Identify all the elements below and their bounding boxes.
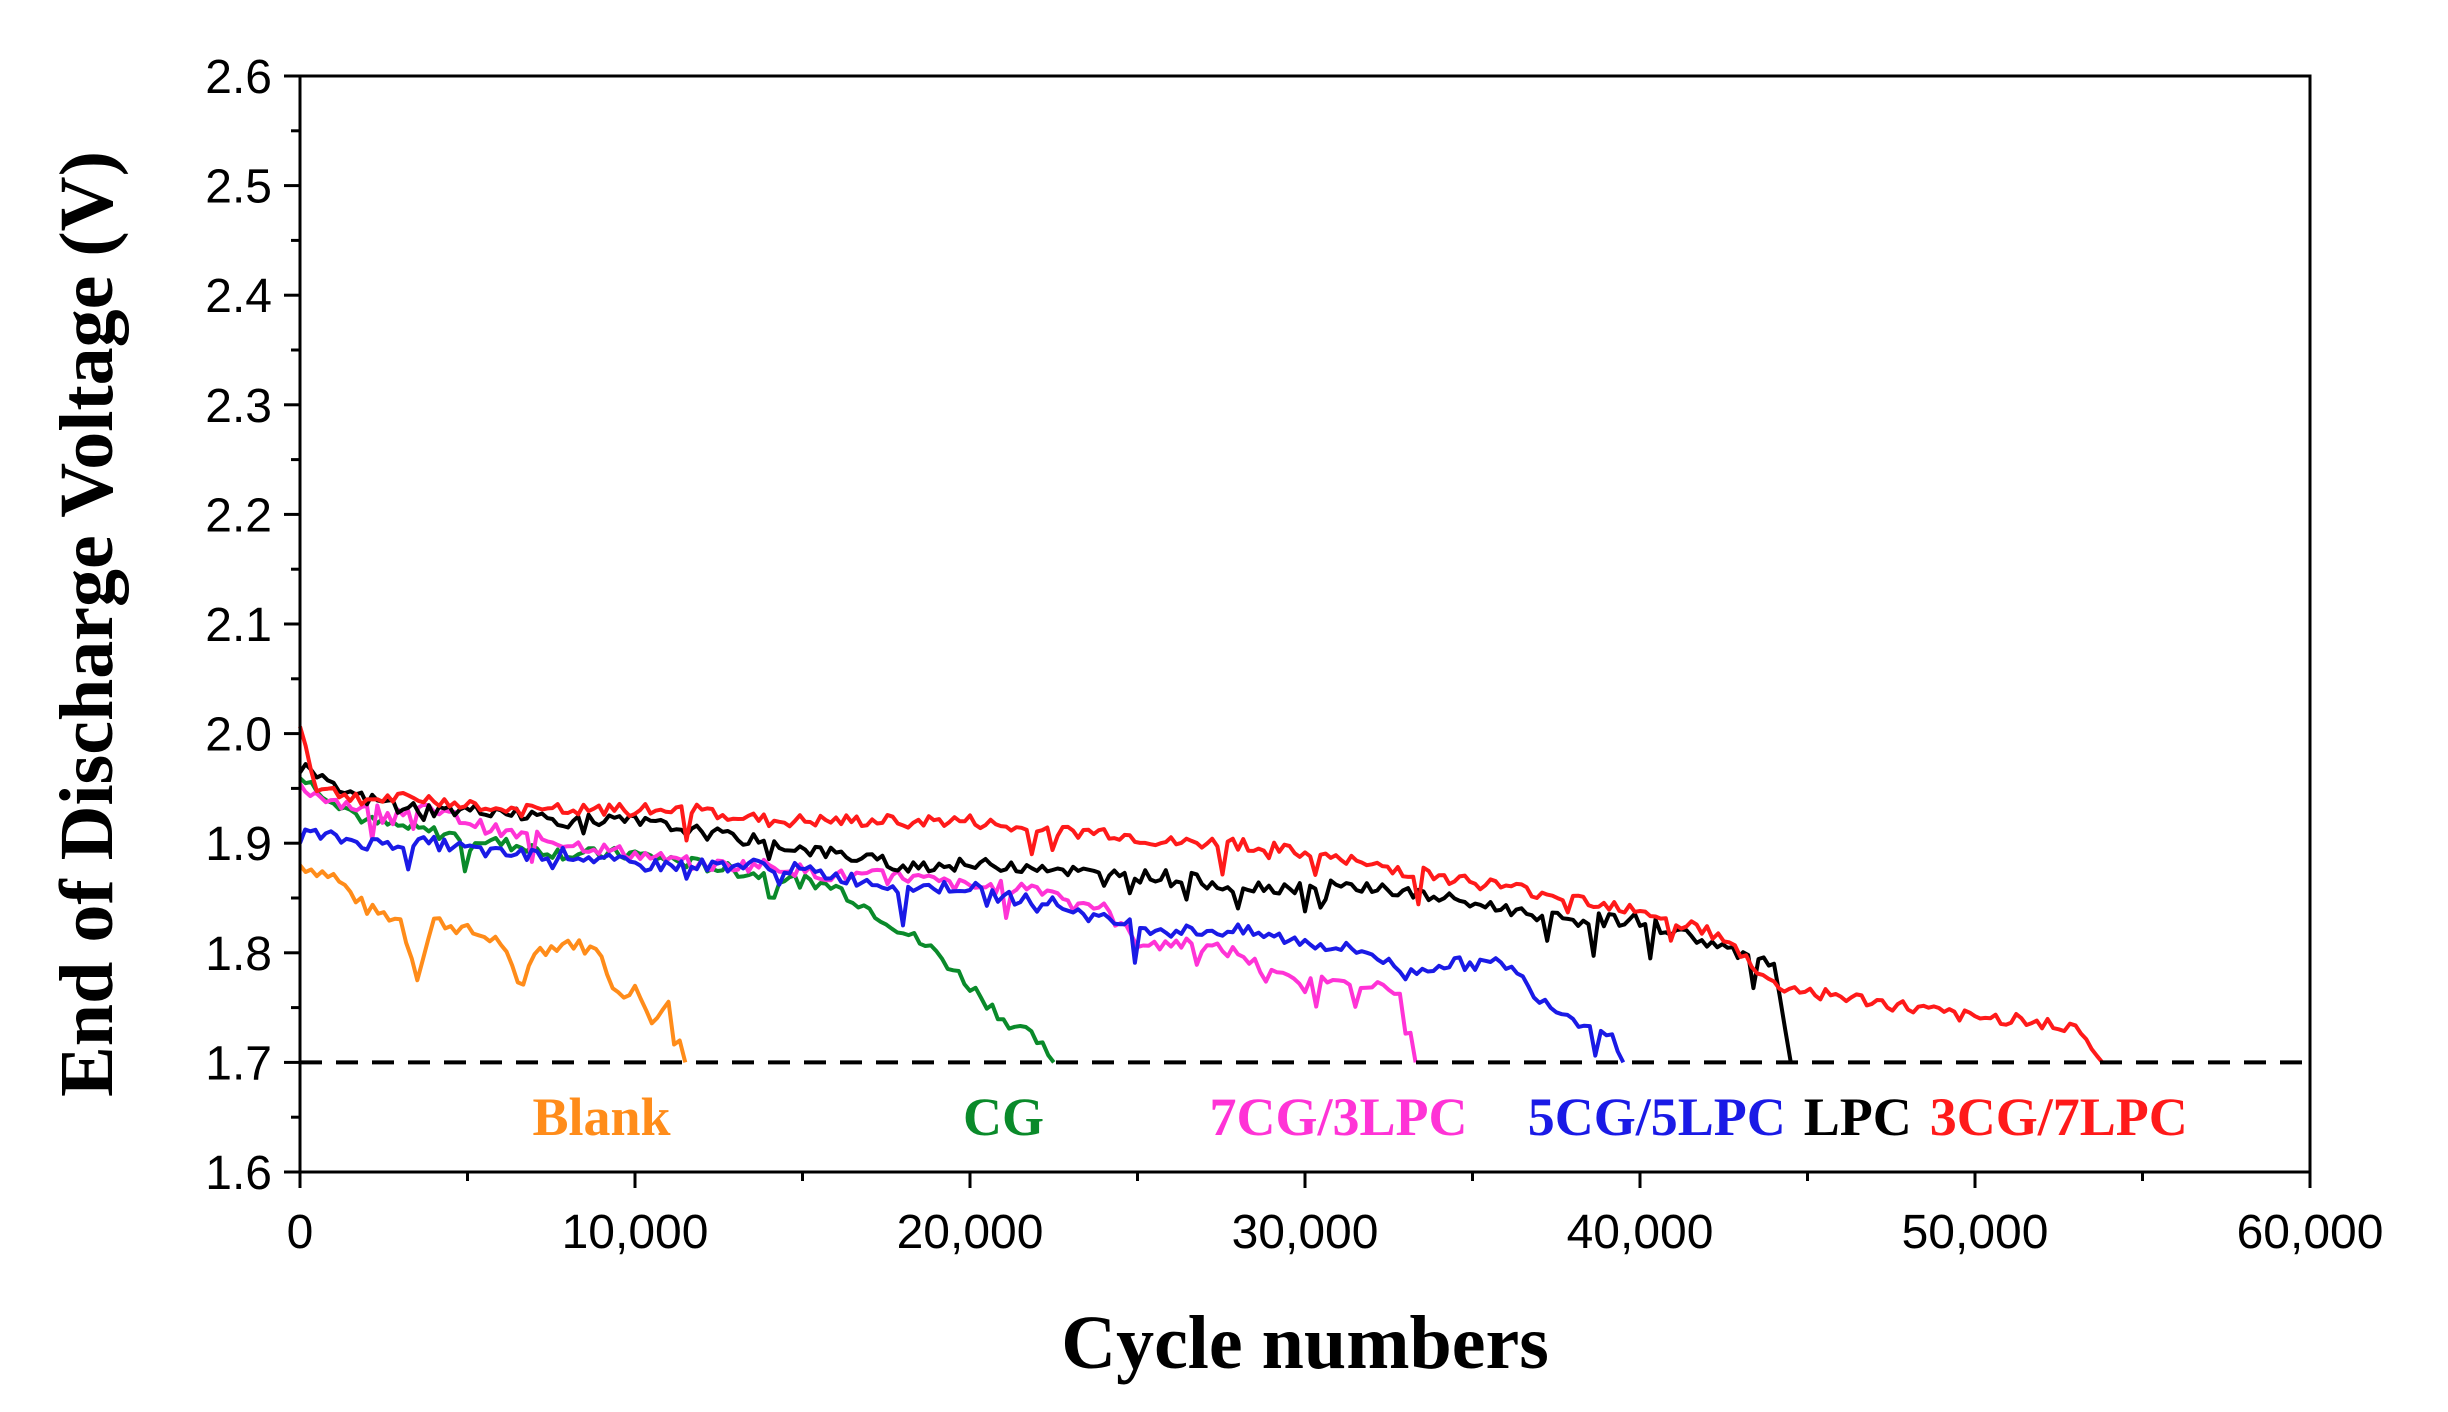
- series-label-lpc: LPC: [1804, 1087, 1912, 1147]
- series-line-3cg-7lpc: [298, 725, 2104, 1064]
- y-tick-label: 2.2: [205, 489, 272, 542]
- series-label-5cg-5lpc: 5CG/5LPC: [1528, 1087, 1786, 1147]
- series-label-3cg-7lpc: 3CG/7LPC: [1930, 1087, 2188, 1147]
- series-labels: Blank CG 7CG/3LPC 5CG/5LPC LPC 3CG/7LPC: [532, 1087, 2187, 1147]
- x-tick-label: 60,000: [2237, 1206, 2384, 1259]
- plot-area: [300, 76, 2310, 1172]
- x-tick-label: 10,000: [562, 1206, 709, 1259]
- series-label-cg: CG: [963, 1087, 1044, 1147]
- y-tick-label: 2.4: [205, 270, 272, 323]
- y-tick-label: 2.3: [205, 380, 272, 433]
- y-tick-label: 2.6: [205, 51, 272, 104]
- y-tick-label: 2.0: [205, 709, 272, 762]
- y-tick-label: 1.7: [205, 1037, 272, 1090]
- series-line-5cg-5lpc: [298, 827, 1626, 1064]
- y-tick-label: 2.1: [205, 599, 272, 652]
- ticks-layer: 0 10,000 20,000 30,000 40,000 50,000 60,000 1.6…: [205, 51, 2383, 1259]
- y-tick-label: 2.5: [205, 161, 272, 214]
- series-line-lpc: [298, 762, 1793, 1063]
- series-label-blank: Blank: [532, 1087, 670, 1147]
- series-layer: [298, 725, 2104, 1064]
- x-tick-label: 20,000: [897, 1206, 1044, 1259]
- x-tick-label: 40,000: [1567, 1206, 1714, 1259]
- y-axis-title: End of Discharge Voltage (V): [45, 151, 129, 1097]
- x-tick-label: 30,000: [1232, 1206, 1379, 1259]
- series-line-blank: [298, 863, 688, 1063]
- x-tick-label: 0: [287, 1206, 314, 1259]
- x-tick-label: 50,000: [1902, 1206, 2049, 1259]
- y-tick-label: 1.8: [205, 928, 272, 981]
- y-tick-label: 1.6: [205, 1147, 272, 1200]
- x-axis-title: Cycle numbers: [1061, 1301, 1549, 1385]
- y-tick-label: 1.9: [205, 818, 272, 871]
- series-label-7cg-3lpc: 7CG/3LPC: [1209, 1087, 1467, 1147]
